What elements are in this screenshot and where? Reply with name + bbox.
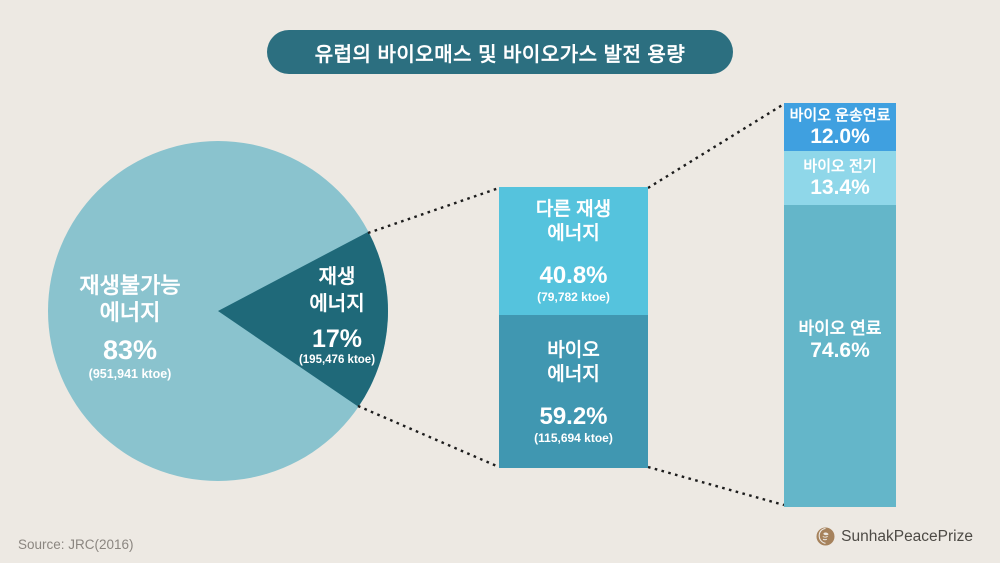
segment-bio-electricity-label: 바이오 전기 [803,157,877,175]
pie-value-nonrenewable-pct: 83% [102,335,158,365]
segment-bio-fuel-inner: 바이오 연료 74.6% [799,318,882,363]
segment-bio-fuel-label: 바이오 연료 [798,318,882,338]
pie-value-nonrenewable-ktoe: (951,941 ktoe) [88,367,172,381]
chart-title: 유럽의 바이오매스 및 바이오가스 발전 용량 [314,43,686,66]
pie-value-renewable-pct: 17% [311,325,363,353]
brand-mark: SunhakPeacePrize [816,527,973,546]
brand-name: SunhakPeacePrize [841,527,973,545]
sunhak-logo-icon [816,527,835,546]
segment-other-renewables-line2: 에너지 [547,223,600,244]
renewable-breakdown-bar: 다른 재생 에너지 40.8% (79,782 ktoe) 바이오 에너지 59… [499,187,648,468]
pie-label-renewable: 재생 에너지 17% (195,476 ktoe) [276,264,398,366]
segment-other-renewables-ktoe: (79,782 ktoe) [537,290,610,304]
pie-label-nonrenewable-line2: 에너지 [99,300,161,325]
connector-line-pie-to-midbar-bottom [357,404,500,469]
pie-label-renewable-line2: 에너지 [309,293,365,315]
pie-label-nonrenewable-line1: 재생불가능 [79,273,181,298]
segment-other-renewables-line1: 다른 재생 [535,199,612,220]
pie-slice-renewable [218,231,389,407]
segment-bio-electricity: 바이오 전기 13.4% [784,151,896,205]
segment-other-renewables-pct: 40.8% [539,262,608,289]
segment-bio-transport-fuel-pct: 12.0% [810,124,870,148]
pie-value-renewable-ktoe: (195,476 ktoe) [298,354,376,366]
pie-label-renewable-line1: 재생 [318,266,356,288]
chart-title-banner: 유럽의 바이오매스 및 바이오가스 발전 용량 [267,30,733,74]
connector-line-midbar-to-rightbar-top [647,102,785,190]
segment-bio-fuel: 바이오 연료 74.6% [784,205,896,507]
segment-bioenergy-line2: 에너지 [547,363,600,385]
bioenergy-breakdown-bar: 바이오 운송연료 12.0% 바이오 전기 13.4% 바이오 연료 74.6% [784,103,896,507]
pie-label-nonrenewable: 재생불가능 에너지 83% (951,941 ktoe) [40,272,220,381]
segment-other-renewables: 다른 재생 에너지 40.8% (79,782 ktoe) [499,187,648,315]
segment-bio-electricity-pct: 13.4% [810,175,870,199]
segment-bio-transport-fuel: 바이오 운송연료 12.0% [784,103,896,151]
segment-bioenergy-line1: 바이오 [547,339,600,361]
segment-bioenergy: 바이오 에너지 59.2% (115,694 ktoe) [499,315,648,468]
segment-bio-fuel-pct: 74.6% [810,338,870,362]
segment-bioenergy-pct: 59.2% [539,402,608,430]
source-credit: Source: JRC(2016) [18,537,134,552]
segment-bioenergy-ktoe: (115,694 ktoe) [534,430,613,445]
segment-bio-transport-fuel-label: 바이오 운송연료 [789,106,891,124]
connector-line-midbar-to-rightbar-bottom [647,465,785,507]
connector-line-pie-to-midbar-top [367,186,500,235]
